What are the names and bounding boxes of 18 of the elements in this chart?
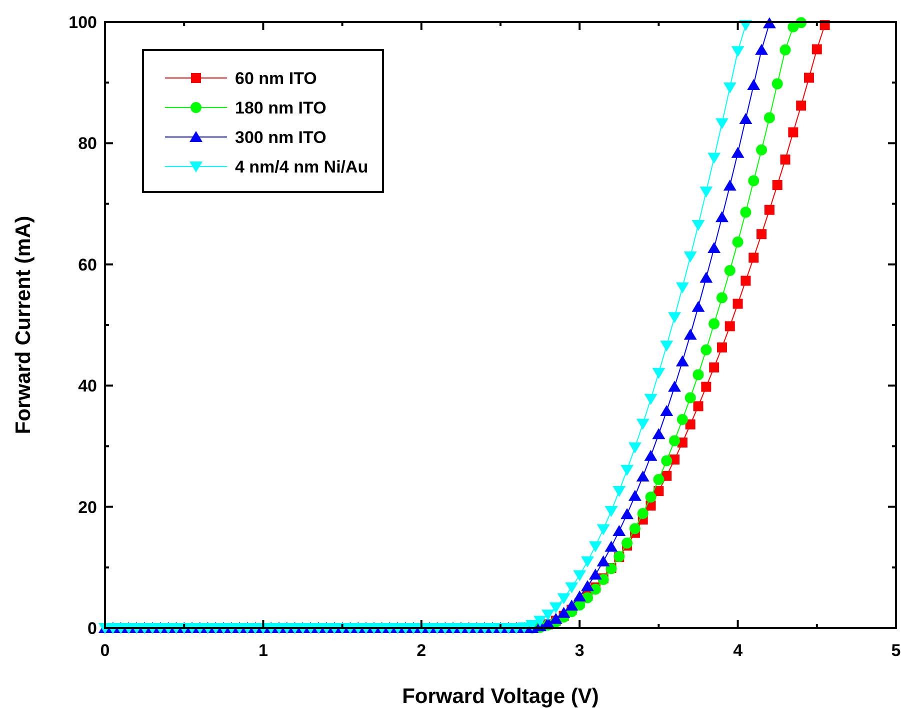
y-tick-label: 80 [78,134,97,154]
y-tick-label: 0 [88,618,97,638]
x-tick-label: 2 [416,641,426,660]
x-axis-title: Forward Voltage (V) [402,685,599,708]
x-tick-label: 3 [574,641,584,660]
y-tick-label: 20 [78,498,97,517]
y-axis-title: Forward Current (mA) [12,216,35,434]
legend-label: 180 nm ITO [235,98,326,118]
y-tick-label: 40 [78,376,97,396]
legend-label: 300 nm ITO [235,128,326,148]
x-tick-label: 4 [733,641,744,660]
y-tick-label: 60 [78,255,97,274]
y-tick-label: 100 [68,12,97,32]
x-tick-label: 1 [258,641,268,660]
legend-label: 4 nm/4 nm Ni/Au [235,158,368,177]
legend-label: 60 nm ITO [235,69,317,88]
x-tick-label: 0 [100,641,110,660]
x-tick-label: 5 [891,641,901,660]
